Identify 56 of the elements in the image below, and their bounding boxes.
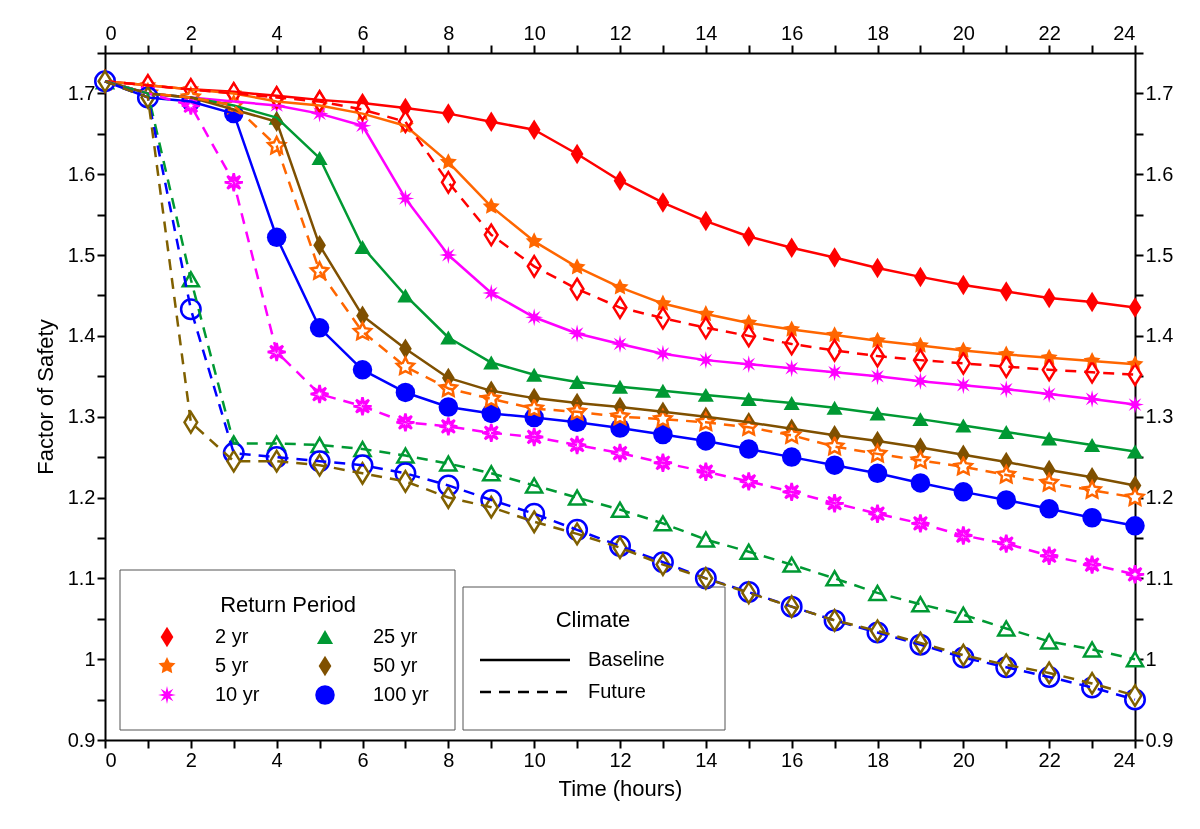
x-tick-label: 24 — [1113, 748, 1136, 771]
y-axis-title: Factor of Safety — [32, 319, 58, 475]
y2-tick-label: 1.1 — [1145, 566, 1174, 589]
x-tick-label: 14 — [695, 748, 718, 771]
legend-label: 5 yr — [215, 654, 249, 676]
x2-tick-label: 18 — [866, 21, 890, 44]
x2-tick-label: 24 — [1113, 21, 1136, 44]
x-tick-label: 6 — [357, 748, 369, 771]
y2-tick-label: 1.6 — [1145, 162, 1174, 185]
y-tick-label: 1.5 — [67, 243, 96, 266]
legend-label: 2 yr — [215, 625, 249, 647]
legend-label: 10 yr — [215, 683, 260, 705]
x2-tick-label: 6 — [357, 21, 369, 44]
x-tick-label: 16 — [781, 748, 804, 771]
x-tick-label: 2 — [185, 748, 197, 771]
x2-tick-label: 22 — [1038, 21, 1061, 44]
legend-label: 25 yr — [373, 625, 418, 647]
annotation: Baseline — [588, 648, 665, 670]
x-tick-label: 18 — [866, 748, 890, 771]
x-tick-label: 10 — [523, 748, 546, 771]
x-tick-label: 0 — [105, 748, 117, 771]
x-axis-title: Time (hours) — [558, 775, 683, 801]
x2-tick-label: 10 — [523, 21, 546, 44]
x2-tick-label: 16 — [781, 21, 804, 44]
y-tick-label: 1.6 — [67, 162, 96, 185]
y2-tick-label: 1.7 — [1145, 81, 1174, 104]
annotation: Future — [588, 680, 646, 702]
legend-label: 50 yr — [373, 654, 418, 676]
x-tick-label: 8 — [443, 748, 455, 771]
y-tick-label: 1.2 — [67, 486, 96, 509]
x-tick-label: 4 — [271, 748, 283, 771]
x2-tick-label: 0 — [105, 21, 117, 44]
y2-tick-label: 1.3 — [1145, 405, 1174, 428]
y-tick-label: 1.1 — [67, 566, 96, 589]
legend-label: 100 yr — [373, 683, 429, 705]
annotation: Climate — [555, 607, 631, 632]
legend-title: Return Period — [220, 592, 356, 617]
y-tick-label: 0.9 — [67, 728, 96, 751]
x-tick-label: 20 — [952, 748, 975, 771]
y2-tick-label: 1.4 — [1145, 324, 1174, 347]
y2-tick-label: 1.5 — [1145, 243, 1174, 266]
x2-tick-label: 4 — [271, 21, 283, 44]
y2-tick-label: 0.9 — [1145, 728, 1174, 751]
x2-tick-label: 14 — [695, 21, 718, 44]
x-tick-label: 12 — [609, 748, 632, 771]
x2-tick-label: 12 — [609, 21, 632, 44]
x2-tick-label: 20 — [952, 21, 975, 44]
x2-tick-label: 8 — [443, 21, 455, 44]
y-tick-label: 1 — [84, 647, 96, 670]
y2-tick-label: 1.2 — [1145, 486, 1174, 509]
y-tick-label: 1.4 — [67, 324, 96, 347]
y-tick-label: 1.7 — [67, 81, 96, 104]
x-tick-label: 22 — [1038, 748, 1061, 771]
y2-tick-label: 1 — [1145, 647, 1157, 670]
x2-tick-label: 2 — [185, 21, 197, 44]
y-tick-label: 1.3 — [67, 405, 96, 428]
